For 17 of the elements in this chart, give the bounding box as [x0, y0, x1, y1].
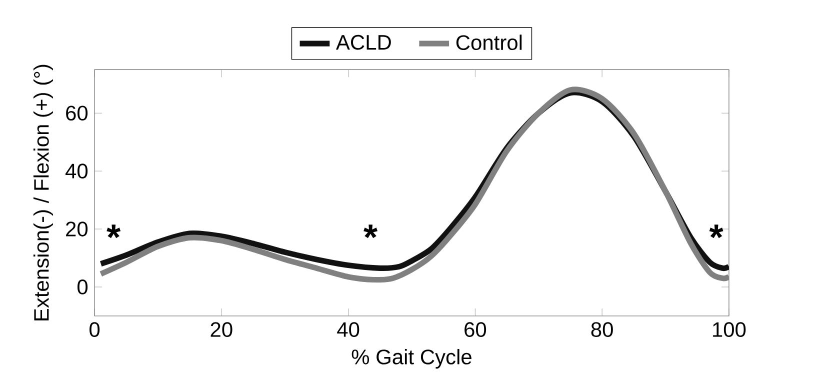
annotation: * — [364, 224, 378, 238]
x-axis-title: % Gait Cycle — [352, 349, 472, 369]
legend-label: ACLD — [336, 35, 391, 50]
y-tick-label: 0 — [78, 280, 88, 295]
x-tick-label: 20 — [210, 322, 232, 338]
x-tick-label: 40 — [337, 322, 360, 338]
y-tick-label: 40 — [66, 164, 88, 179]
x-tick-label: 0 — [90, 322, 100, 338]
annotation: * — [709, 224, 724, 238]
legend-label: Control — [456, 34, 522, 50]
y-axis-title: Extension(-) / Flexion (+) (°) — [33, 65, 53, 321]
x-tick-label: 80 — [591, 322, 613, 338]
y-tick-label: 20 — [66, 222, 88, 237]
annotation: * — [106, 224, 121, 238]
y-tick-label: 60 — [66, 106, 88, 121]
x-tick-label: 60 — [464, 322, 486, 338]
x-tick-label: 100 — [713, 322, 746, 338]
